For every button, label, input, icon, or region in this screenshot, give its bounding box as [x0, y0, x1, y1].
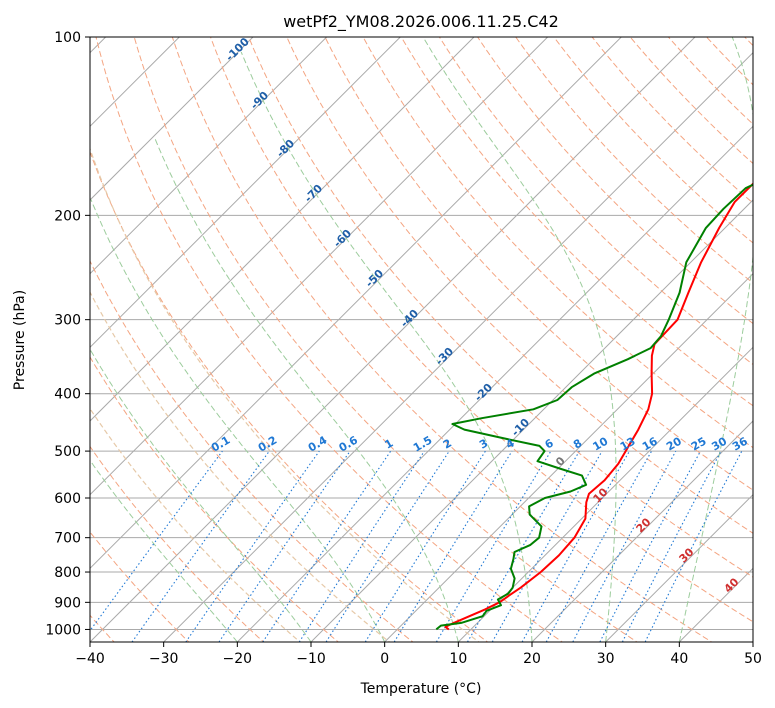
- x-tick-label: −10: [296, 651, 326, 667]
- moist-adiabat-line: [90, 348, 312, 642]
- plot-frame: [89, 36, 754, 643]
- mixing-ratio-line: [545, 450, 653, 642]
- isotherm-line: [531, 420, 753, 642]
- x-tick-label: −30: [149, 651, 179, 667]
- dry-adiabat-line: [400, 37, 753, 407]
- mixing-ratio-line: [185, 450, 320, 642]
- dry-adiabat-line: [171, 37, 713, 642]
- y-tick-label: 200: [54, 208, 81, 224]
- mixing-ratio-line: [521, 450, 630, 642]
- y-axis-label: Pressure (hPa): [12, 290, 28, 390]
- dry-adiabat-line: [95, 37, 564, 642]
- x-tick-label: 10: [449, 651, 467, 667]
- isotherm-line: [90, 37, 696, 642]
- isotherm-line: [90, 37, 475, 422]
- dry-adiabat-line: [770, 24, 775, 645]
- x-tick-label: 30: [597, 651, 615, 667]
- mixing-ratio-line: [131, 450, 270, 642]
- y-tick-label: 800: [54, 565, 81, 581]
- dry-adiabat-line: [324, 37, 753, 491]
- data-series: [435, 182, 753, 631]
- theta-e-line: [90, 290, 391, 642]
- dewpoint-line: [435, 183, 753, 631]
- isotherm-line: [383, 272, 753, 642]
- x-tick-label: 40: [670, 651, 688, 667]
- isotherm-line: [457, 346, 753, 642]
- dry-adiabat-line: [286, 37, 753, 534]
- isotherm-line: [90, 37, 623, 570]
- dry-adiabat-line: [515, 37, 753, 284]
- theta-e-line: [90, 146, 480, 642]
- background-lines: [0, 10, 775, 654]
- isotherm-line: [310, 199, 753, 642]
- moist-adiabat-line: [678, 37, 753, 642]
- theta-e-line: [90, 407, 301, 642]
- y-tick-label: 400: [54, 387, 81, 403]
- isotherm-line: [90, 37, 181, 128]
- dry-adiabat-line: [90, 150, 489, 642]
- isotherm-line: [0, 10, 59, 654]
- x-tick-label: −20: [223, 651, 253, 667]
- mixing-ratio-line: [644, 450, 743, 642]
- mixing-ratio-line: [298, 450, 425, 642]
- temperature-line: [444, 182, 753, 631]
- y-tick-label: 1000: [45, 622, 81, 638]
- isotherm-line: [162, 51, 753, 642]
- y-tick-label: 900: [54, 595, 81, 611]
- dry-adiabat-line: [90, 259, 414, 642]
- dry-adiabat-line: [438, 37, 753, 366]
- x-tick-label: −40: [75, 651, 105, 667]
- isotherm-line: [90, 37, 328, 275]
- moist-adiabat-line: [90, 199, 386, 642]
- mixing-ratio-line: [90, 450, 223, 632]
- x-tick-label: 0: [380, 651, 389, 667]
- dry-adiabat-line: [248, 37, 753, 578]
- y-tick-label: 600: [54, 491, 81, 507]
- chart-title: wetPf2_YM08.2026.006.11.25.C42: [283, 12, 559, 32]
- mixing-ratio-line: [218, 450, 351, 642]
- y-tick-label: 700: [54, 531, 81, 547]
- moist-adiabat-line: [240, 51, 533, 642]
- isotherm-line: [236, 125, 753, 642]
- y-tick-label: 300: [54, 313, 81, 329]
- dry-adiabat-line: [133, 37, 638, 642]
- moist-adiabat-line: [90, 459, 238, 642]
- mixing-ratio-line: [393, 450, 513, 642]
- mixing-ratio-line: [572, 450, 677, 642]
- moist-adiabat-line: [422, 37, 617, 642]
- y-tick-label: 500: [54, 444, 81, 460]
- axes: −40 −30 −20 −10 0 10 20 30 40 50 100 200 300 400 500 60…: [45, 30, 762, 667]
- isotherm-line: [604, 493, 753, 642]
- isotherm-line: [90, 37, 549, 496]
- mixing-ratio-line: [262, 450, 392, 642]
- y-tick-label: 100: [54, 30, 81, 46]
- x-tick-label: 50: [744, 651, 762, 667]
- dry-adiabat-line: [90, 531, 190, 642]
- moist-adiabat-line: [154, 137, 459, 642]
- isotherm-line: [90, 37, 254, 201]
- mixing-ratio-line: [325, 450, 450, 642]
- x-tick-label: 20: [523, 651, 541, 667]
- x-axis-label: Temperature (°C): [360, 681, 482, 697]
- dry-adiabat-line: [90, 356, 340, 642]
- isotherm-line: [90, 37, 402, 349]
- dry-adiabat-line: [209, 37, 753, 623]
